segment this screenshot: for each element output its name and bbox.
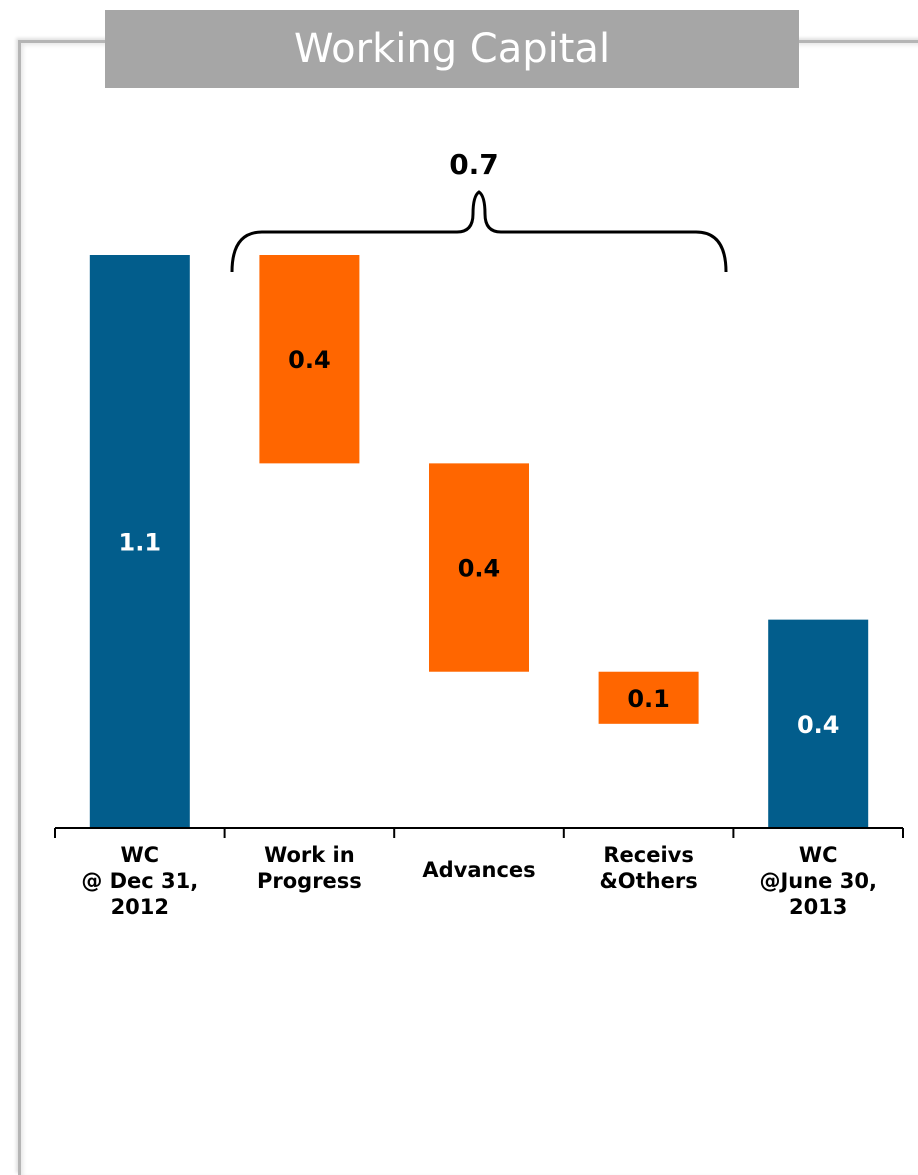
bar-2 <box>259 255 360 464</box>
category-label-5: WC @June 30, 2013 <box>759 843 876 919</box>
bar-value-label-4: 0.1 <box>627 685 670 713</box>
bar-value-label-2: 0.4 <box>288 346 331 374</box>
bracket: 0.7 <box>230 148 728 273</box>
bar-1 <box>89 255 190 828</box>
bars-layer: 1.1 0.4 0.4 0.1 0.4 <box>89 255 869 828</box>
bar-5 <box>768 619 869 828</box>
x-axis <box>54 827 904 838</box>
category-labels: WC @ Dec 31, 2012 Work in Progress Advances Re… <box>81 843 877 919</box>
chart-title: Working Capital <box>105 10 799 88</box>
category-label-2: Work in Progress <box>257 843 362 893</box>
category-label-1: WC @ Dec 31, 2012 <box>81 843 198 919</box>
category-label-3: Advances <box>422 858 535 882</box>
bracket-total-label: 0.7 <box>449 148 499 181</box>
bar-value-label-3: 0.4 <box>458 555 501 583</box>
bracket-curve <box>230 190 728 273</box>
bar-value-label-5: 0.4 <box>797 711 840 739</box>
bar-4 <box>598 671 699 724</box>
category-label-4: Receivs &Others <box>599 843 697 893</box>
bar-value-label-1: 1.1 <box>119 529 162 557</box>
bar-3 <box>429 463 529 672</box>
